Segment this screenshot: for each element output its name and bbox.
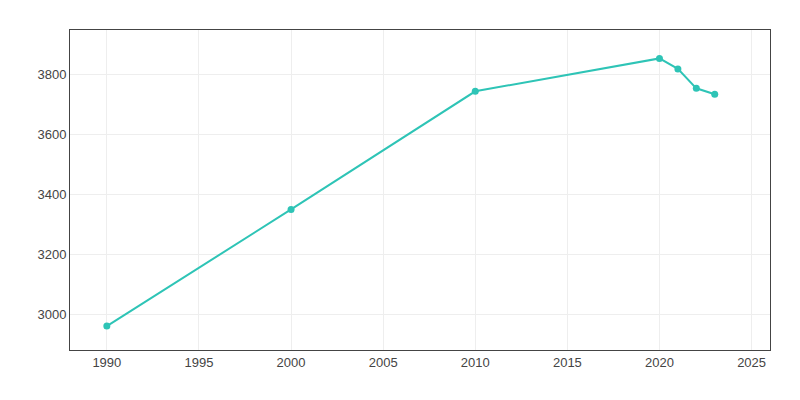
svg-text:3600: 3600 (37, 127, 66, 142)
svg-text:3400: 3400 (37, 187, 66, 202)
svg-text:3000: 3000 (37, 307, 66, 322)
svg-text:2010: 2010 (461, 355, 490, 370)
svg-text:3800: 3800 (37, 67, 66, 82)
svg-text:2020: 2020 (645, 355, 674, 370)
svg-text:1995: 1995 (184, 355, 213, 370)
svg-text:2015: 2015 (553, 355, 582, 370)
svg-text:3200: 3200 (37, 247, 66, 262)
svg-text:2025: 2025 (737, 355, 766, 370)
svg-text:1990: 1990 (92, 355, 121, 370)
svg-text:2005: 2005 (369, 355, 398, 370)
svg-text:2000: 2000 (277, 355, 306, 370)
